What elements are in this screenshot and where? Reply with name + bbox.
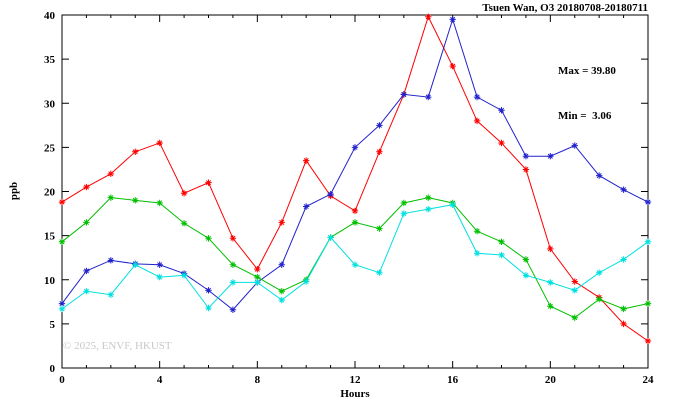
series-green-line xyxy=(61,197,649,319)
y-tick-label: 10 xyxy=(44,275,56,287)
series-cyan-markers xyxy=(58,201,652,313)
y-tick-label: 5 xyxy=(50,319,56,331)
max-value-label: Max = 39.80 xyxy=(558,65,616,77)
y-axis-label: ppb xyxy=(8,181,20,201)
x-tick-label: 20 xyxy=(545,374,557,386)
x-tick-label: 0 xyxy=(59,374,65,386)
x-tick-label: 8 xyxy=(255,374,261,386)
y-tick-label: 40 xyxy=(44,10,56,22)
max-min-annotation: Max = 39.80 Min = 3.06 xyxy=(558,34,616,154)
x-tick-label: 4 xyxy=(157,374,163,386)
y-tick-label: 25 xyxy=(44,142,56,154)
y-tick-label: 30 xyxy=(44,98,56,110)
min-value-label: Min = 3.06 xyxy=(558,110,612,122)
x-tick-label: 24 xyxy=(643,374,655,386)
x-tick-label: 16 xyxy=(447,374,459,386)
x-tick-label: 12 xyxy=(350,374,362,386)
y-tick-label: 15 xyxy=(44,231,56,243)
y-tick-label: 0 xyxy=(50,363,56,375)
x-axis-label: Hours xyxy=(340,388,370,400)
chart-title: Tsuen Wan, O3 20180708-20180711 xyxy=(482,2,648,14)
watermark: © 2025, ENVF, HKUST xyxy=(63,340,172,352)
y-tick-label: 35 xyxy=(44,54,56,66)
y-tick-label: 20 xyxy=(44,187,56,199)
